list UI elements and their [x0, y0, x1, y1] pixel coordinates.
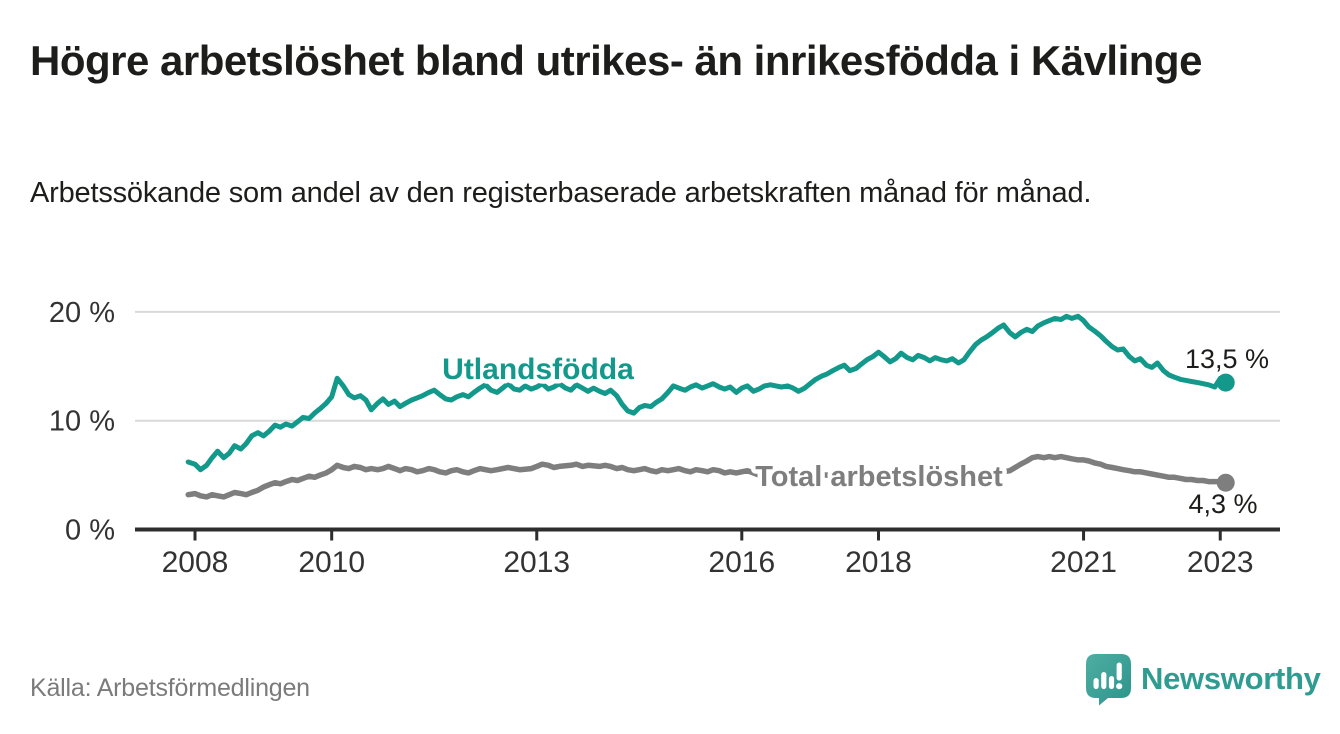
x-tick-label: 2018	[845, 546, 912, 579]
series-line-utlandsfodda	[185, 313, 1229, 473]
y-tick-label: 0 %	[65, 515, 115, 547]
x-tick-label: 2008	[162, 546, 229, 579]
newsworthy-bubble-bar-chart-icon	[1086, 653, 1131, 705]
x-tick-label: 2010	[298, 546, 365, 579]
y-tick-label: 10 %	[49, 406, 115, 438]
line-chart: Utlandsfödda 13,5 % Total arbetslöshet 4,3 …	[0, 280, 1340, 600]
x-tick-label: 2021	[1050, 546, 1117, 579]
chart-canvas: Utlandsfödda 13,5 % Total arbetslöshet 4,3 …	[49, 297, 1280, 579]
x-tick-label: 2013	[503, 546, 570, 579]
x-tick-label: 2023	[1187, 546, 1254, 579]
series-label-total: Total arbetslöshet	[755, 461, 1003, 493]
y-tick-label: 20 %	[49, 297, 115, 329]
series-end-dot	[1216, 473, 1235, 492]
series-end-dot	[1216, 373, 1235, 392]
series-label-utlandsfodda: Utlandsfödda	[442, 353, 634, 386]
series-end-value: 4,3 %	[1188, 489, 1257, 519]
source-note: Källa: Arbetsförmedlingen	[30, 674, 310, 702]
series-line-total	[185, 453, 1229, 500]
chart-subtitle: Arbetssökande som andel av den registerb…	[30, 177, 1092, 209]
x-tick-label: 2016	[708, 546, 775, 579]
newsworthy-wordmark: Newsworthy	[1141, 661, 1321, 696]
newsworthy-logo: Newsworthy	[1085, 651, 1321, 707]
page-title: Högre arbetslöshet bland utrikes- än inr…	[30, 37, 1202, 84]
series-end-value: 13,5 %	[1185, 344, 1269, 374]
